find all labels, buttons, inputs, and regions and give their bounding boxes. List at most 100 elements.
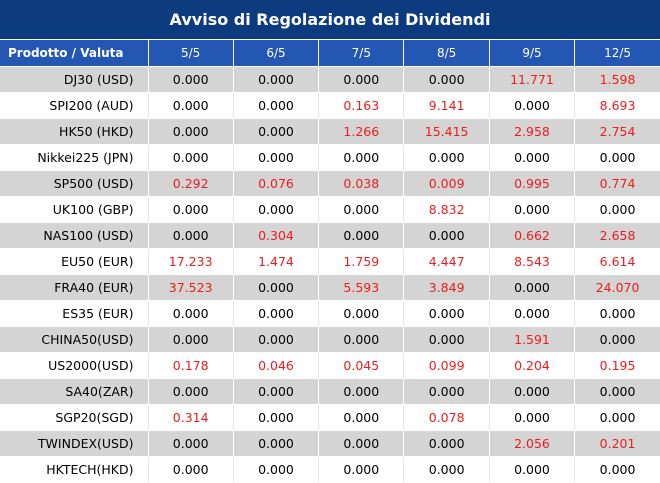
- dividend-value-cell: 0.000: [233, 299, 320, 326]
- dividend-value-cell: 4.447: [403, 247, 490, 274]
- column-header-product: Prodotto / Valuta: [0, 40, 149, 66]
- dividend-value-cell: 0.000: [318, 325, 405, 352]
- dividend-value-cell: 0.000: [489, 195, 576, 222]
- dividend-value-cell: 0.000: [489, 143, 576, 170]
- dividend-value-cell: 1.474: [233, 247, 320, 274]
- dividend-value-cell: 0.000: [233, 273, 320, 300]
- table-row: TWINDEX(USD) 0.000 0.000 0.000 0.000 2.056 0.2…: [0, 429, 660, 456]
- dividend-value-cell: 0.000: [318, 455, 405, 482]
- dividend-value-cell: 1.598: [574, 65, 660, 92]
- product-cell: HKTECH(HKD): [0, 455, 149, 482]
- dividend-value-cell: 0.000: [233, 65, 320, 92]
- dividend-value-cell: 3.849: [403, 273, 490, 300]
- product-cell: NAS100 (USD): [0, 221, 149, 248]
- dividend-value-cell: 8.832: [403, 195, 490, 222]
- product-cell: US2000(USD): [0, 351, 149, 378]
- dividend-value-cell: 0.000: [148, 429, 234, 456]
- dividend-value-cell: 0.000: [148, 377, 234, 404]
- dividend-value-cell: 0.000: [403, 455, 490, 482]
- dividend-table: Prodotto / Valuta 5/5 6/5 7/5 8/5 9/5 12…: [0, 40, 660, 482]
- dividend-value-cell: 0.000: [574, 143, 660, 170]
- table-row: HK50 (HKD) 0.000 0.000 1.266 15.415 2.958 2.75…: [0, 117, 660, 144]
- dividend-value-cell: 37.523: [148, 273, 234, 300]
- dividend-value-cell: 0.000: [318, 377, 405, 404]
- dividend-value-cell: 0.046: [233, 351, 320, 378]
- dividend-value-cell: 15.415: [403, 117, 490, 144]
- dividend-value-cell: 0.292: [148, 169, 234, 196]
- table-header-row: Prodotto / Valuta 5/5 6/5 7/5 8/5 9/5 12…: [0, 40, 660, 66]
- dividend-value-cell: 0.163: [318, 91, 405, 118]
- column-header-date: 8/5: [403, 40, 490, 66]
- table-row: EU50 (EUR) 17.233 1.474 1.759 4.447 8.543 6.61…: [0, 247, 660, 274]
- dividend-value-cell: 0.000: [574, 325, 660, 352]
- dividend-value-cell: 0.009: [403, 169, 490, 196]
- product-cell: ES35 (EUR): [0, 299, 149, 326]
- table-row: FRA40 (EUR) 37.523 0.000 5.593 3.849 0.000 24.…: [0, 273, 660, 300]
- dividend-value-cell: 0.178: [148, 351, 234, 378]
- column-header-date: 6/5: [233, 40, 320, 66]
- product-cell: SGP20(SGD): [0, 403, 149, 430]
- dividend-value-cell: 0.038: [318, 169, 405, 196]
- product-cell: UK100 (GBP): [0, 195, 149, 222]
- dividend-value-cell: 0.000: [233, 455, 320, 482]
- dividend-value-cell: 0.000: [489, 299, 576, 326]
- dividend-value-cell: 0.995: [489, 169, 576, 196]
- product-cell: SP500 (USD): [0, 169, 149, 196]
- table-row: DJ30 (USD) 0.000 0.000 0.000 0.000 11.771 1.59…: [0, 65, 660, 92]
- dividend-value-cell: 2.658: [574, 221, 660, 248]
- dividend-value-cell: 0.000: [403, 143, 490, 170]
- dividend-value-cell: 0.000: [574, 403, 660, 430]
- dividend-value-cell: 2.754: [574, 117, 660, 144]
- dividend-value-cell: 17.233: [148, 247, 234, 274]
- dividend-value-cell: 0.000: [489, 273, 576, 300]
- dividend-value-cell: 24.070: [574, 273, 660, 300]
- dividend-value-cell: 0.000: [489, 91, 576, 118]
- table-row: SPI200 (AUD) 0.000 0.000 0.163 9.141 0.000 8.6…: [0, 91, 660, 118]
- dividend-value-cell: 0.314: [148, 403, 234, 430]
- dividend-value-cell: 0.000: [148, 65, 234, 92]
- dividend-value-cell: 6.614: [574, 247, 660, 274]
- dividend-value-cell: 1.759: [318, 247, 405, 274]
- dividend-value-cell: 0.000: [233, 117, 320, 144]
- table-row: SA40(ZAR) 0.000 0.000 0.000 0.000 0.000 0.000: [0, 377, 660, 404]
- column-header-date: 9/5: [489, 40, 576, 66]
- dividend-value-cell: 0.000: [148, 117, 234, 144]
- dividend-value-cell: 0.099: [403, 351, 490, 378]
- page-title: Avviso di Regolazione dei Dividendi: [0, 0, 660, 39]
- product-cell: EU50 (EUR): [0, 247, 149, 274]
- dividend-value-cell: 0.000: [318, 195, 405, 222]
- table-row: UK100 (GBP) 0.000 0.000 0.000 8.832 0.000 0.00…: [0, 195, 660, 222]
- table-row: Nikkei225 (JPN) 0.000 0.000 0.000 0.000 0.000…: [0, 143, 660, 170]
- dividend-value-cell: 2.056: [489, 429, 576, 456]
- dividend-value-cell: 0.000: [148, 195, 234, 222]
- dividend-value-cell: 8.693: [574, 91, 660, 118]
- product-cell: SPI200 (AUD): [0, 91, 149, 118]
- dividend-value-cell: 0.076: [233, 169, 320, 196]
- dividend-value-cell: 0.000: [233, 325, 320, 352]
- dividend-value-cell: 11.771: [489, 65, 576, 92]
- dividend-value-cell: 0.000: [489, 377, 576, 404]
- dividend-value-cell: 0.000: [148, 325, 234, 352]
- dividend-value-cell: 0.000: [233, 195, 320, 222]
- dividend-value-cell: 0.000: [403, 325, 490, 352]
- dividend-value-cell: 0.662: [489, 221, 576, 248]
- dividend-value-cell: 0.000: [233, 403, 320, 430]
- table-row: CHINA50(USD) 0.000 0.000 0.000 0.000 1.591 0.0…: [0, 325, 660, 352]
- dividend-value-cell: 2.958: [489, 117, 576, 144]
- dividend-value-cell: 0.000: [148, 221, 234, 248]
- dividend-value-cell: 0.774: [574, 169, 660, 196]
- dividend-value-cell: 0.000: [148, 455, 234, 482]
- dividend-value-cell: 0.000: [233, 377, 320, 404]
- dividend-value-cell: 0.000: [318, 429, 405, 456]
- product-cell: DJ30 (USD): [0, 65, 149, 92]
- dividend-value-cell: 0.000: [148, 143, 234, 170]
- dividend-value-cell: 0.000: [403, 65, 490, 92]
- dividend-value-cell: 1.266: [318, 117, 405, 144]
- table-row: US2000(USD) 0.178 0.046 0.045 0.099 0.204 0.19…: [0, 351, 660, 378]
- dividend-value-cell: 0.000: [318, 299, 405, 326]
- dividend-value-cell: 0.045: [318, 351, 405, 378]
- dividend-value-cell: 0.000: [403, 299, 490, 326]
- dividend-value-cell: 0.195: [574, 351, 660, 378]
- dividend-value-cell: 0.000: [574, 377, 660, 404]
